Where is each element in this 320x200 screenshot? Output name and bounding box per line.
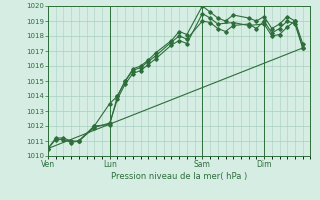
X-axis label: Pression niveau de la mer( hPa ): Pression niveau de la mer( hPa ) [111,172,247,181]
